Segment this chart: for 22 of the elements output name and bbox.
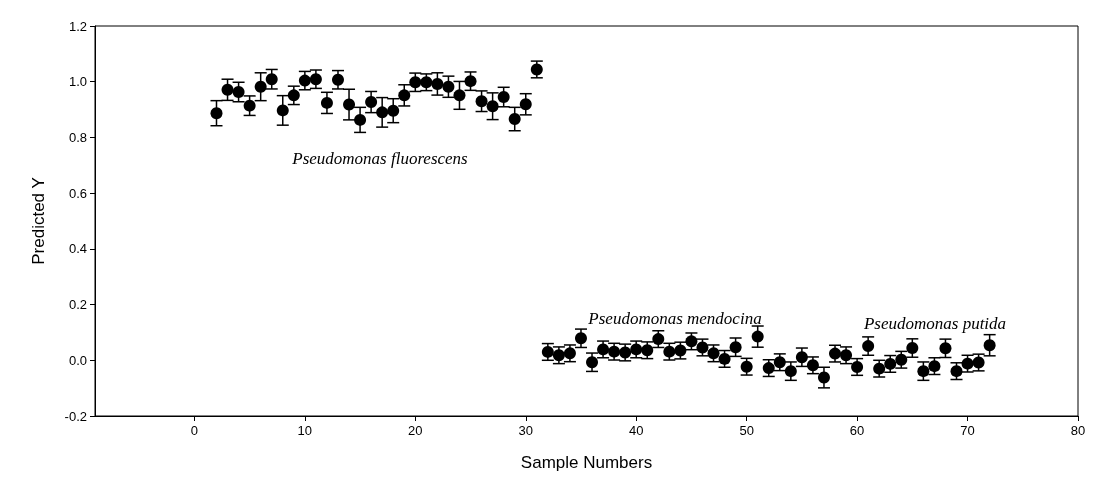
x-tick-label: 0 xyxy=(190,423,199,438)
y-tick-label: 0.2 xyxy=(68,297,87,313)
y-tick-label: 0.0 xyxy=(68,352,87,368)
x-axis-title: Sample Numbers xyxy=(520,453,653,472)
x-tick-label: 40 xyxy=(628,423,644,438)
y-tick-label: 0.8 xyxy=(68,129,87,145)
x-tick-label: 70 xyxy=(960,423,975,438)
x-tick-label: 10 xyxy=(297,423,313,438)
y-tick-label: 1.2 xyxy=(68,18,87,34)
x-tick-label: 30 xyxy=(518,423,533,438)
y-tick-label: 0.6 xyxy=(68,185,87,201)
x-tick-label: 50 xyxy=(739,423,754,438)
annotation: Pseudomonas mendocina xyxy=(587,308,762,328)
annotation: Pseudomonas putida xyxy=(862,313,1007,333)
y-tick-label: 1.0 xyxy=(68,74,87,90)
x-tick-label: 20 xyxy=(408,423,423,438)
y-tick-label: 0.4 xyxy=(68,241,87,257)
x-tick-label: 80 xyxy=(1070,423,1086,438)
x-tick-label: 60 xyxy=(849,423,865,438)
y-tick-label: -0.2 xyxy=(64,408,87,424)
y-axis-title: Predicted Y xyxy=(29,177,48,265)
annotation: Pseudomonas fluorescens xyxy=(291,148,469,168)
